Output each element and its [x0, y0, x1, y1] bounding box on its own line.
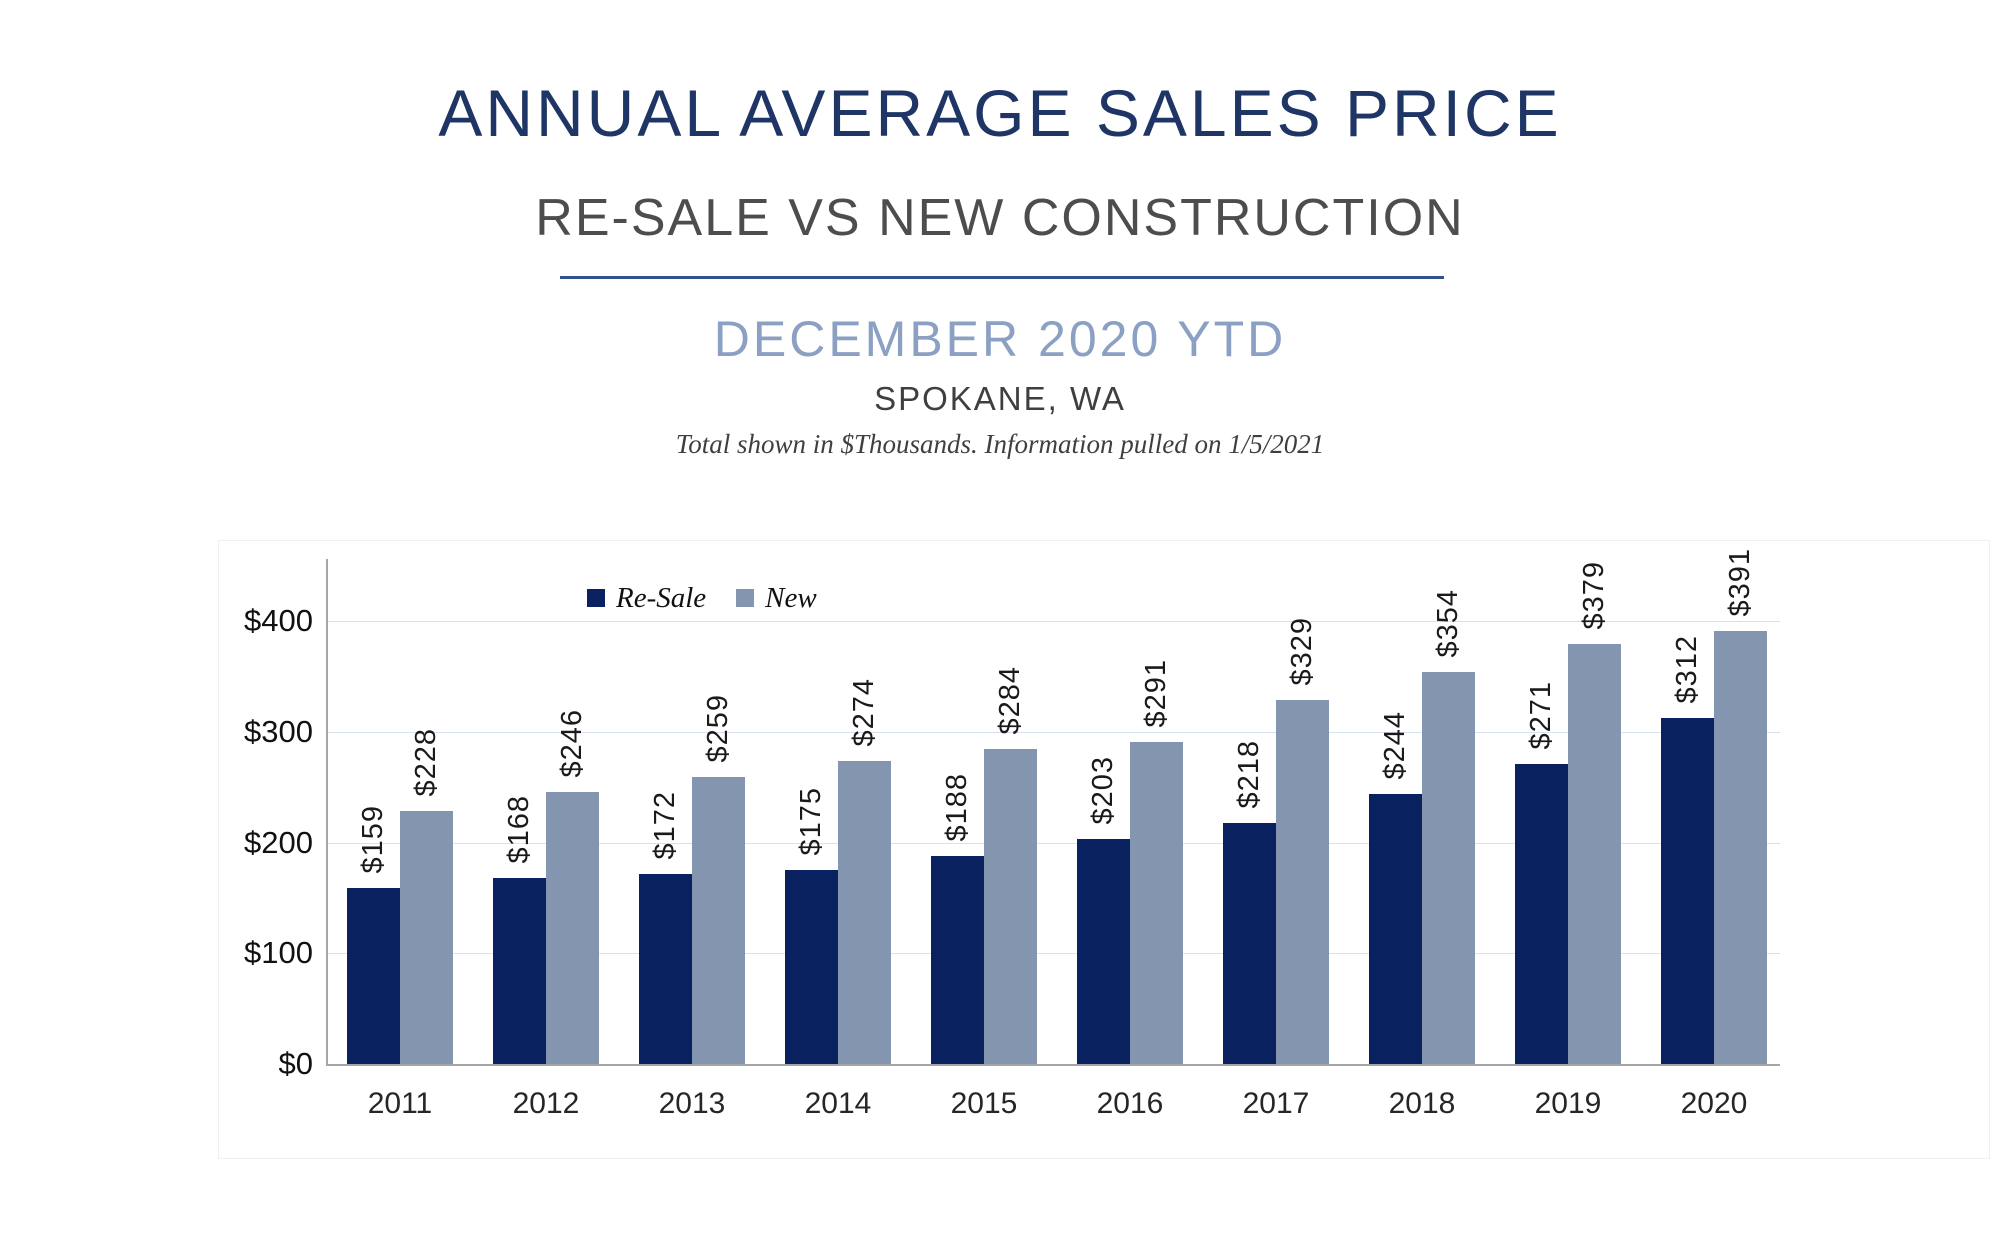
bar-resale-2016	[1077, 839, 1130, 1064]
page-title: ANNUAL AVERAGE SALES PRICE	[438, 76, 1562, 150]
y-axis-label-100: $100	[244, 935, 313, 971]
bar-resale-2017	[1223, 823, 1276, 1064]
gridline-200	[328, 842, 1780, 844]
legend-swatch-new	[736, 589, 755, 607]
bar-value-label: $274	[848, 678, 880, 747]
y-axis-label-400: $400	[244, 603, 313, 639]
bar-value-label: $329	[1286, 617, 1318, 686]
gridline-100	[328, 953, 1780, 955]
y-axis-line	[326, 559, 328, 1064]
bar-resale-2014	[785, 870, 838, 1064]
bar-new-2018	[1422, 672, 1475, 1064]
bar-value-label: $203	[1087, 756, 1119, 825]
bar-value-label: $354	[1432, 589, 1464, 658]
bar-resale-2012	[493, 878, 546, 1064]
bar-value-label: $246	[556, 709, 588, 778]
x-axis-label-2018: 2018	[1388, 1087, 1456, 1120]
bar-new-2012	[546, 792, 599, 1064]
legend-label-new: New	[765, 582, 817, 614]
footnote: Total shown in $Thousands. Information p…	[675, 429, 1325, 459]
x-axis-label-2014: 2014	[804, 1087, 872, 1120]
y-axis-label-200: $200	[244, 824, 313, 860]
bar-resale-2015	[931, 856, 984, 1064]
legend-label-resale: Re-Sale	[616, 582, 707, 614]
bar-value-label: $291	[1140, 659, 1172, 728]
bar-value-label: $312	[1671, 635, 1703, 704]
period-label: DECEMBER 2020 YTD	[713, 311, 1287, 367]
title-divider-rule	[560, 276, 1444, 279]
bar-value-label: $168	[503, 795, 535, 864]
chart-legend: Re-Sale New	[587, 583, 817, 613]
location-label: SPOKANE, WA	[874, 380, 1126, 417]
bar-new-2014	[838, 761, 891, 1064]
gridline-400	[328, 621, 1780, 623]
bar-new-2016	[1130, 742, 1183, 1064]
x-axis-line	[326, 1064, 1780, 1066]
x-axis-label-2017: 2017	[1242, 1087, 1310, 1120]
legend-swatch-resale	[587, 589, 605, 607]
bar-new-2011	[400, 811, 453, 1064]
bar-new-2015	[984, 749, 1037, 1064]
bar-value-label: $218	[1233, 740, 1265, 809]
legend-item-new: New	[736, 583, 817, 613]
x-axis-label-2013: 2013	[658, 1087, 726, 1120]
bar-resale-2013	[639, 874, 692, 1064]
bar-value-label: $259	[702, 694, 734, 763]
bar-value-label: $175	[795, 787, 827, 856]
bar-resale-2018	[1369, 794, 1422, 1064]
bar-value-label: $228	[410, 728, 442, 797]
bar-value-label: $244	[1379, 711, 1411, 780]
x-axis-label-2016: 2016	[1096, 1087, 1164, 1120]
x-axis-label-2019: 2019	[1534, 1087, 1602, 1120]
bar-value-label-wrap: $391	[1684, 467, 1797, 617]
bar-resale-2020	[1661, 718, 1714, 1064]
bar-new-2017	[1276, 700, 1329, 1064]
gridline-300	[328, 731, 1780, 733]
x-axis-label-2012: 2012	[512, 1087, 580, 1120]
bar-resale-2011	[347, 888, 400, 1064]
bar-value-label: $172	[649, 791, 681, 860]
legend-item-resale: Re-Sale	[587, 583, 706, 613]
bar-value-label: $271	[1525, 681, 1557, 750]
x-axis-label-2011: 2011	[367, 1087, 433, 1120]
bar-value-label: $379	[1578, 561, 1610, 630]
chart-panel: Re-Sale New $159 $228 $168 $246 $172 $259 $175…	[218, 540, 1990, 1159]
bar-new-2019	[1568, 644, 1621, 1064]
bar-new-2013	[692, 777, 745, 1064]
y-axis-label-300: $300	[244, 713, 313, 749]
x-axis-label-2020: 2020	[1680, 1087, 1748, 1120]
y-axis-label-0: $0	[278, 1046, 313, 1081]
bar-value-label: $391	[1724, 548, 1756, 617]
bar-value-label: $188	[941, 773, 973, 842]
bar-resale-2019	[1515, 764, 1568, 1064]
x-axis-label-2015: 2015	[950, 1087, 1018, 1120]
bar-value-label: $159	[357, 805, 389, 874]
bar-new-2020	[1714, 631, 1767, 1064]
bar-value-label: $284	[994, 666, 1026, 735]
page-subtitle: RE-SALE VS NEW CONSTRUCTION	[535, 189, 1465, 247]
plot-area: $159 $228 $168 $246 $172 $259 $175 $274 $188 $284…	[326, 548, 1780, 1066]
